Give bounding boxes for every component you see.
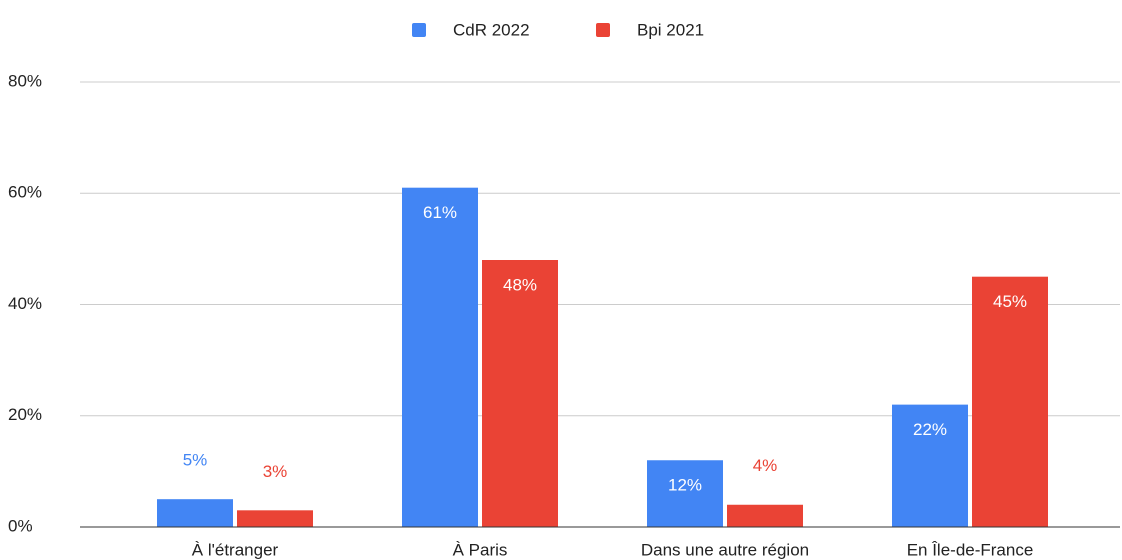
- x-tick-label: À l'étranger: [192, 540, 279, 559]
- bar: [157, 499, 233, 527]
- bar: [402, 187, 478, 527]
- y-tick-label: 40%: [8, 294, 42, 313]
- bar: [892, 404, 968, 527]
- y-tick-label: 80%: [8, 71, 42, 90]
- data-label: 5%: [183, 451, 208, 470]
- x-tick-label: En Île-de-France: [907, 540, 1034, 559]
- legend-swatch: [412, 23, 426, 37]
- legend-label: Bpi 2021: [637, 20, 704, 39]
- legend-label: CdR 2022: [453, 20, 530, 39]
- data-label: 45%: [993, 292, 1027, 311]
- bar: [972, 276, 1048, 527]
- data-label: 3%: [263, 462, 288, 481]
- bar: [647, 460, 723, 527]
- y-tick-label: 0%: [8, 516, 33, 535]
- bar: [237, 510, 313, 527]
- bar: [482, 260, 558, 527]
- bar: [727, 504, 803, 527]
- data-label: 4%: [753, 456, 778, 475]
- x-tick-label: Dans une autre région: [641, 540, 809, 559]
- legend-swatch: [596, 23, 610, 37]
- data-label: 22%: [913, 420, 947, 439]
- data-label: 61%: [423, 203, 457, 222]
- y-tick-label: 60%: [8, 183, 42, 202]
- data-label: 48%: [503, 275, 537, 294]
- data-label: 12%: [668, 476, 702, 495]
- x-tick-label: À Paris: [453, 540, 508, 559]
- y-tick-label: 20%: [8, 405, 42, 424]
